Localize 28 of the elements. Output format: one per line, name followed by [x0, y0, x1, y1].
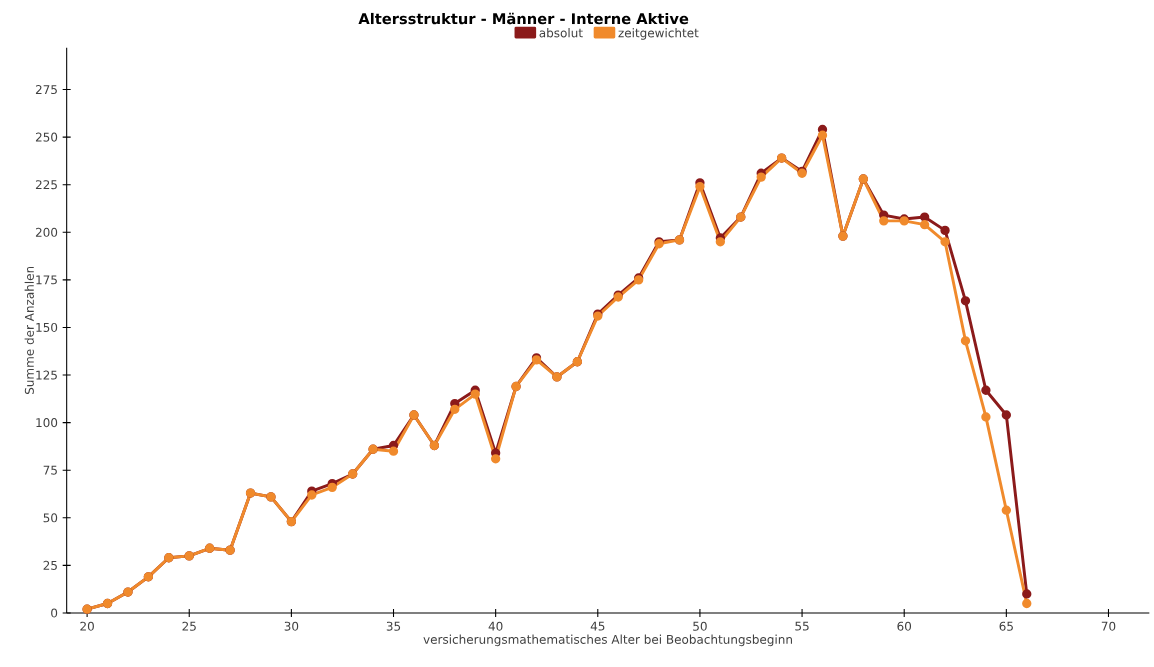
x-tick-label: 60 [897, 621, 912, 631]
x-tick-label: 55 [795, 621, 809, 631]
x-tick-label: 45 [590, 621, 605, 631]
x-tick-label: 40 [488, 621, 503, 631]
x-tick-label: 35 [386, 621, 401, 631]
y-tick-label: 125 [36, 370, 57, 380]
x-tick-label: 50 [693, 621, 707, 631]
y-tick-label: 225 [35, 180, 57, 190]
x-tick-label: 70 [1101, 621, 1116, 631]
y-tick-label: 200 [35, 227, 58, 237]
legend-label: zeitgewichtet [618, 28, 699, 40]
y-tick-label: 275 [35, 84, 57, 95]
y-tick-label: 0 [51, 608, 58, 618]
y-tick-label: 175 [36, 275, 57, 285]
x-tick-label: 20 [80, 621, 94, 631]
y-tick-label: 250 [35, 132, 58, 142]
y-tick-label: 75 [43, 465, 57, 475]
x-axis-title: versicherungsmathematisches Alter bei Beobachtungsbeginn [423, 634, 792, 647]
chart-title: Altersstruktur - Männer - Interne Aktive [358, 12, 689, 25]
x-tick-label: 30 [284, 621, 299, 631]
x-tick-label: 65 [999, 621, 1013, 631]
x-tick-label: 25 [182, 621, 196, 631]
y-tick-label: 100 [36, 418, 58, 428]
y-tick-label: 50 [43, 513, 58, 523]
legend-label: absolut [539, 28, 583, 38]
y-tick-label: 150 [36, 322, 58, 332]
y-tick-label: 25 [43, 560, 57, 570]
y-axis-title: Summe der Anzahlen [24, 266, 34, 394]
